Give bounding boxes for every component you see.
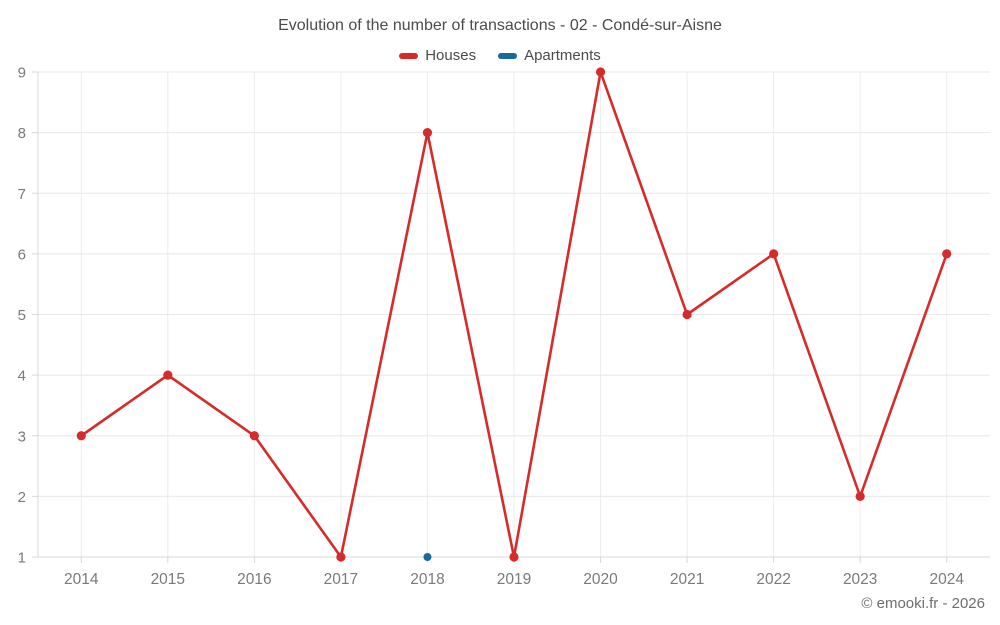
houses-point-2020 bbox=[595, 67, 606, 77]
x-tick-label: 2018 bbox=[410, 571, 444, 588]
x-tick-label: 2021 bbox=[670, 571, 704, 588]
y-tick-label: 3 bbox=[18, 428, 26, 445]
chart-title: Evolution of the number of transactions … bbox=[278, 17, 722, 34]
x-tick-label: 2017 bbox=[324, 571, 358, 588]
x-tick-label: 2019 bbox=[497, 571, 531, 588]
y-tick-label: 7 bbox=[18, 186, 26, 203]
x-tick-label: 2023 bbox=[843, 571, 877, 588]
x-tick-label: 2016 bbox=[237, 571, 271, 588]
y-tick-label: 4 bbox=[18, 368, 26, 385]
houses-point-2017 bbox=[336, 552, 346, 562]
x-tick-label: 2020 bbox=[583, 571, 618, 588]
x-tick-label: 2014 bbox=[64, 571, 99, 588]
houses-point-2018 bbox=[422, 128, 433, 138]
y-tick-label: 5 bbox=[18, 307, 26, 324]
houses-point-2019 bbox=[509, 552, 519, 562]
y-tick-label: 8 bbox=[18, 125, 26, 142]
legend-item-houses[interactable]: Houses bbox=[399, 47, 476, 64]
houses-point-2021 bbox=[682, 309, 692, 320]
houses-point-2024 bbox=[942, 249, 952, 259]
houses-point-2023 bbox=[855, 491, 865, 501]
houses-legend-label: Houses bbox=[425, 47, 477, 64]
copyright-text: © emooki.fr - 2026 bbox=[861, 595, 985, 612]
x-tick-label: 2022 bbox=[756, 571, 790, 588]
houses-legend-swatch-icon bbox=[399, 52, 419, 59]
houses-point-2015 bbox=[163, 370, 173, 380]
apartments-legend-label: Apartments bbox=[524, 47, 601, 64]
y-tick-label: 6 bbox=[18, 246, 26, 263]
houses-point-2016 bbox=[249, 431, 259, 441]
y-tick-label: 2 bbox=[18, 489, 26, 506]
apartments-point-2018 bbox=[423, 553, 432, 561]
houses-point-2014 bbox=[76, 431, 86, 441]
y-tick-label: 1 bbox=[18, 550, 26, 567]
y-tick-label: 9 bbox=[18, 65, 26, 82]
apartments-legend-swatch-icon bbox=[498, 52, 518, 59]
houses-point-2022 bbox=[769, 249, 779, 259]
legend: Houses Apartments bbox=[0, 47, 1000, 64]
x-tick-label: 2024 bbox=[929, 571, 964, 588]
legend-item-apartments[interactable]: Apartments bbox=[498, 47, 601, 64]
x-tick-label: 2015 bbox=[151, 571, 185, 588]
